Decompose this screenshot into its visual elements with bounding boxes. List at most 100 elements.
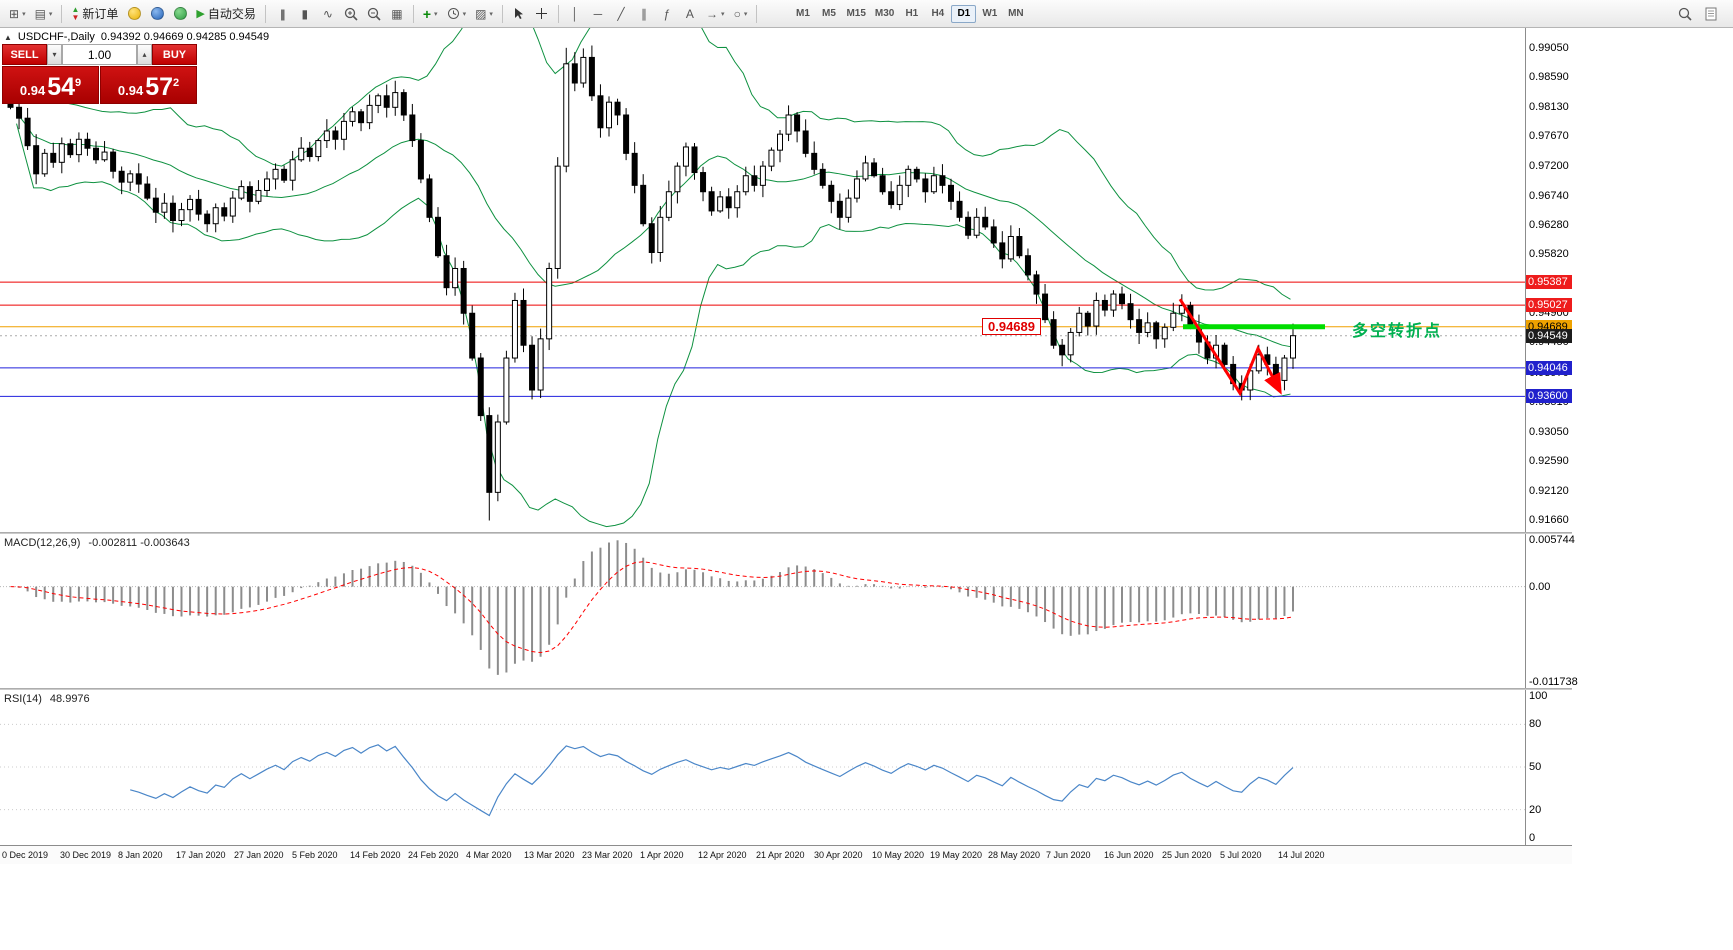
trendline-button[interactable]: ╱: [610, 3, 632, 25]
toolbar-separator: [264, 4, 266, 23]
time-axis-label: 30 Apr 2020: [814, 850, 863, 860]
time-axis-label: 19 May 2020: [930, 850, 983, 860]
time-axis-label: 5 Jul 2020: [1220, 850, 1262, 860]
bar-chart-button[interactable]: |||: [271, 3, 293, 25]
price-chart-canvas[interactable]: [0, 28, 1525, 532]
autotrading-button[interactable]: ▶ 自动交易: [192, 3, 259, 25]
panel-separator[interactable]: [0, 688, 1572, 690]
sell-price-display[interactable]: 0.94 54 9: [2, 66, 99, 104]
toolbar-right-group: [1674, 3, 1722, 25]
zoom-out-button[interactable]: [363, 3, 385, 25]
cursor-icon: [515, 8, 524, 19]
time-axis-label: 30 Dec 2019: [60, 850, 112, 860]
grid-button[interactable]: ▦: [386, 3, 408, 25]
spin-down-icon: ▾: [52, 50, 57, 59]
timeframe-mn-button[interactable]: MN: [1003, 5, 1028, 23]
time-axis-label: 12 Apr 2020: [698, 850, 747, 860]
time-axis-label: 13 Mar 2020: [524, 850, 575, 860]
indicators-button[interactable]: + ▾: [419, 3, 442, 25]
arrows-tool-button[interactable]: → ▾: [702, 3, 729, 25]
new-order-button[interactable]: ▲ ▼ 新订单: [67, 3, 122, 25]
horizontal-line-icon: ─: [593, 6, 603, 21]
arrow-tool-icon: →: [705, 6, 718, 21]
price-tick-label: 0.96740: [1529, 189, 1569, 202]
time-axis-label: 25 Jun 2020: [1162, 850, 1212, 860]
search-button[interactable]: [1674, 3, 1696, 25]
horizontal-line-button[interactable]: ─: [587, 3, 609, 25]
search-icon: [1678, 7, 1692, 21]
volume-up-button[interactable]: ▴: [137, 44, 152, 65]
price-tick-label: 0.98130: [1529, 100, 1569, 113]
price-tick-label: 0.91660: [1529, 514, 1569, 527]
periods-button[interactable]: ▾: [443, 3, 471, 25]
price-level-tag: 0.94549: [1526, 328, 1572, 343]
new-order-label: 新订单: [82, 7, 119, 21]
hline-price-tag[interactable]: 0.94689: [982, 317, 1041, 335]
fibonacci-button[interactable]: ƒ: [656, 3, 678, 25]
price-tick-label: 0.92120: [1529, 485, 1569, 498]
time-axis-label: 1 Apr 2020: [640, 850, 684, 860]
channel-icon: ∥: [640, 6, 647, 21]
text-tool-button[interactable]: A: [679, 3, 701, 25]
time-axis-label: 10 May 2020: [872, 850, 925, 860]
macd-scale-label: -0.011738: [1529, 676, 1578, 688]
timeframe-m15-button[interactable]: M15: [842, 5, 869, 23]
rsi-chart-canvas[interactable]: [0, 690, 1525, 844]
spin-up-icon: ▴: [142, 50, 147, 59]
buy-button[interactable]: BUY: [152, 44, 197, 65]
timeframe-h4-button[interactable]: H4: [925, 5, 950, 23]
candlestick-chart-button[interactable]: ▮: [294, 3, 316, 25]
buy-price-display[interactable]: 0.94 57 2: [100, 66, 197, 104]
refresh-button[interactable]: [169, 3, 191, 25]
timeframe-m30-button[interactable]: M30: [871, 5, 898, 23]
red-arrow-annotation: [1178, 298, 1282, 397]
time-axis[interactable]: 0 Dec 2019 30 Dec 2019 8 Jan 2020 17 Jan 20…: [0, 845, 1572, 864]
collapse-widget-icon[interactable]: ▲: [4, 32, 12, 42]
toolbar-separator: [756, 4, 758, 23]
volume-down-button[interactable]: ▾: [47, 44, 62, 65]
rsi-scale-label: 80: [1529, 718, 1542, 731]
alerts-button[interactable]: [123, 3, 145, 25]
cursor-button[interactable]: [508, 3, 530, 25]
toolbar-separator: [501, 4, 503, 23]
data-window-button[interactable]: [1700, 3, 1722, 25]
crosshair-icon: [536, 8, 548, 19]
price-scale[interactable]: 0.99050 0.98590 0.98130 0.97670 0.97200 0.967…: [1525, 28, 1578, 845]
timeframe-m5-button[interactable]: M5: [816, 5, 841, 23]
channel-button[interactable]: ∥: [633, 3, 655, 25]
timeframe-d1-button[interactable]: D1: [951, 4, 977, 23]
rsi-label: RSI(14) 48.9976: [4, 693, 90, 705]
chart-window: ▲ USDCHF-,Daily 0.94392 0.94669 0.94285 …: [0, 28, 1578, 864]
macd-scale-label: 0.005744: [1529, 534, 1575, 546]
play-icon: ▶: [196, 8, 205, 20]
timeframe-h1-button[interactable]: H1: [899, 5, 924, 23]
line-chart-button[interactable]: ∿: [317, 3, 339, 25]
time-axis-label: 24 Feb 2020: [408, 850, 459, 860]
profiles-button[interactable]: ▤ ▾: [31, 3, 57, 25]
text-tool-icon: A: [685, 6, 694, 21]
grid-icon: ▦: [391, 6, 403, 21]
line-chart-icon: ∿: [322, 6, 333, 21]
crosshair-button[interactable]: [531, 3, 553, 25]
templates-button[interactable]: ▨ ▾: [471, 3, 497, 25]
chart-ohlc-values: 0.94392 0.94669 0.94285 0.94549: [100, 31, 270, 43]
panel-separator[interactable]: [0, 532, 1572, 534]
candlestick-icon: ▮: [301, 6, 309, 21]
price-tick-label: 0.96280: [1529, 218, 1569, 231]
volume-input[interactable]: 1.00: [62, 44, 137, 65]
community-button[interactable]: [146, 3, 168, 25]
vertical-line-button[interactable]: │: [564, 3, 586, 25]
timeframe-m1-button[interactable]: M1: [790, 5, 815, 23]
zoom-in-button[interactable]: [340, 3, 362, 25]
new-chart-button[interactable]: ⊞ ▾: [5, 3, 30, 25]
macd-chart-canvas[interactable]: [0, 534, 1525, 688]
rsi-value: 48.9976: [49, 693, 90, 705]
trendline-icon: ╱: [617, 6, 625, 21]
timeframe-w1-button[interactable]: W1: [977, 5, 1002, 23]
sell-button[interactable]: SELL: [2, 44, 47, 65]
rsi-scale-label: 20: [1529, 803, 1542, 816]
shapes-tool-button[interactable]: ○ ▾: [729, 3, 751, 25]
price-tick-label: 0.99050: [1529, 41, 1569, 54]
zoom-in-icon: [344, 7, 358, 21]
